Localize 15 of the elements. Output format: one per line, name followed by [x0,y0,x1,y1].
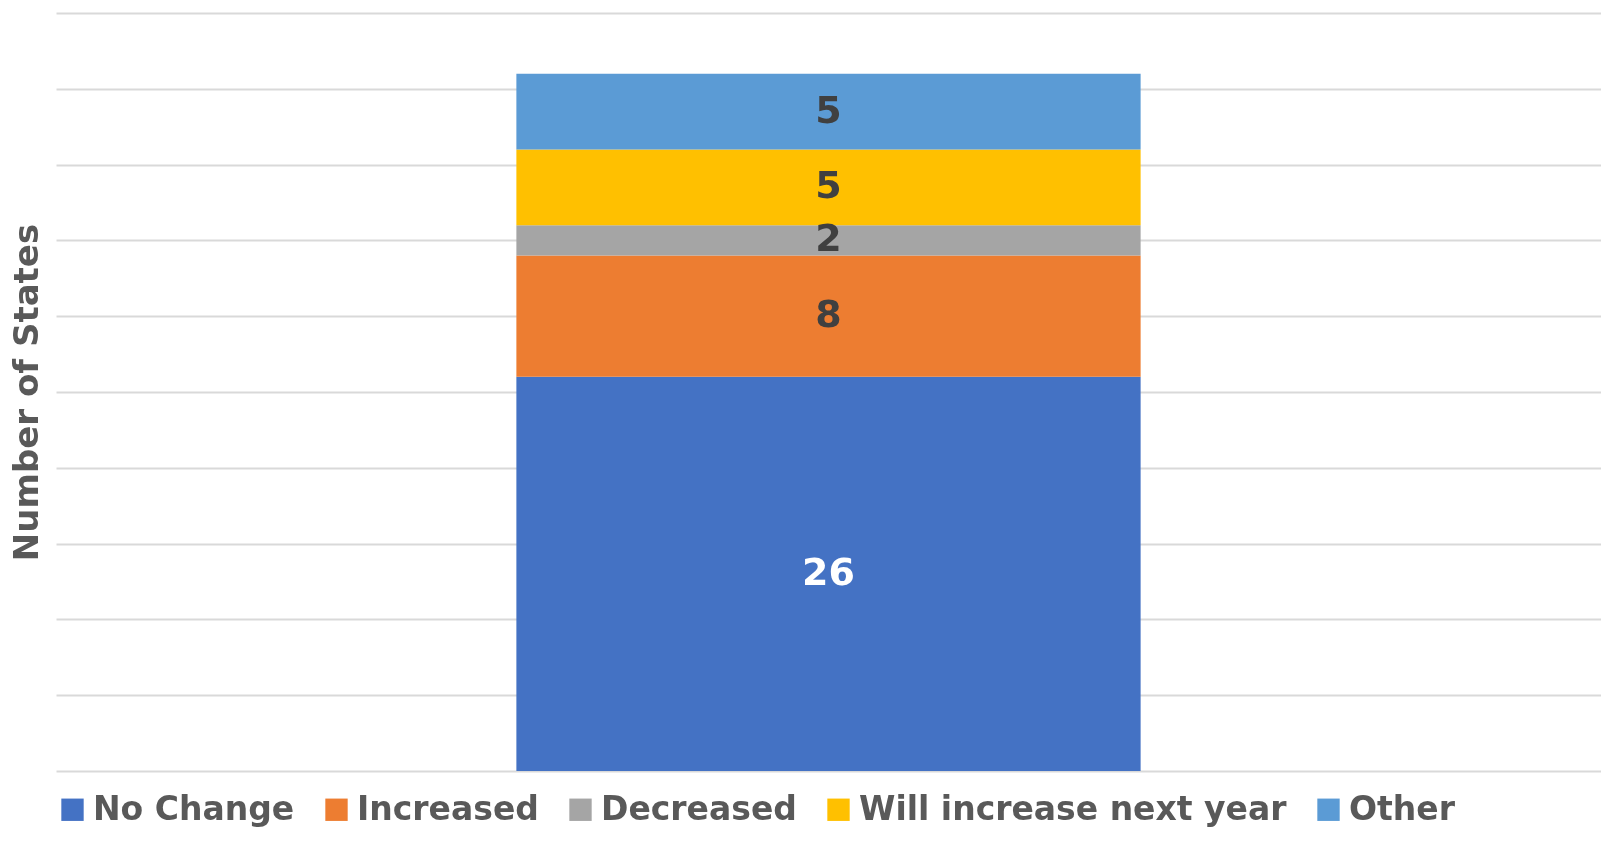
legend-label: No Change [93,788,295,828]
data-label: 2 [815,216,842,261]
data-label: 5 [815,87,842,132]
legend-label: Other [1349,788,1456,828]
legend-label: Increased [357,788,539,828]
bar [516,73,1141,150]
bar [516,225,1141,256]
legend-label: Decreased [601,788,797,828]
bar [516,376,1141,771]
data-label: 8 [815,292,842,337]
y-axis-title: Number of States [5,223,46,562]
bar [516,255,1141,377]
data-label: 5 [815,163,842,208]
data-label: 26 [802,549,855,594]
legend-label: Will increase next year [859,788,1288,828]
